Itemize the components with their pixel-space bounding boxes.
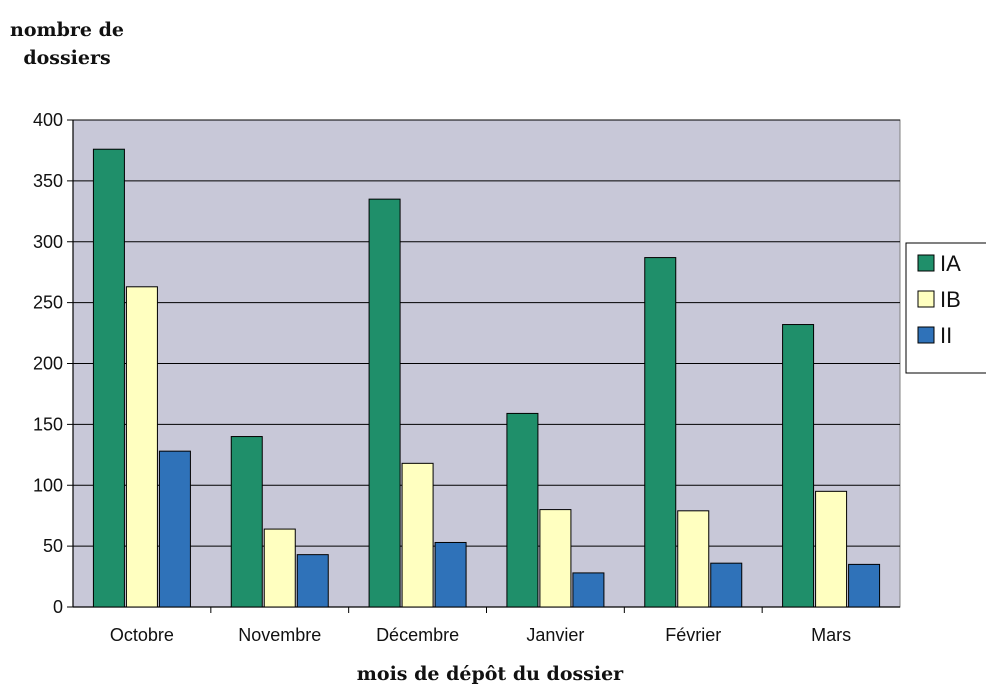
bar-ib-février	[677, 510, 710, 608]
y-tick-label: 200	[33, 354, 63, 374]
bar-ib-novembre	[263, 528, 296, 608]
bar-ib-décembre	[401, 462, 434, 608]
y-tick-label: 0	[53, 597, 63, 617]
x-tick-label: Novembre	[238, 625, 321, 645]
bar-ii-mars	[848, 563, 881, 608]
y-axis-label-line-1: nombre de	[10, 19, 124, 41]
x-axis-label: mois de dépôt du dossier	[357, 663, 624, 685]
x-tick-label: Octobre	[110, 625, 174, 645]
plot-area: 0 50 100 150 200 250 300 350 400 Octobre Novembre D…	[33, 110, 901, 645]
x-tick-label: Mars	[811, 625, 851, 645]
bar-ia-octobre	[92, 148, 125, 608]
legend: IA IB II	[905, 242, 986, 374]
bar-ii-novembre	[296, 554, 329, 608]
x-tick-label: Décembre	[376, 625, 459, 645]
y-tick-label: 150	[33, 414, 63, 434]
bar-ib-janvier	[539, 509, 572, 608]
bar-ia-mars	[782, 324, 815, 608]
legend-label-ia: IA	[940, 251, 961, 276]
legend-swatch-ia	[917, 254, 935, 272]
bar-ii-février	[710, 562, 743, 608]
legend-swatch-ib	[917, 290, 935, 308]
bar-ia-janvier	[506, 412, 539, 608]
legend-label-ii: II	[940, 323, 952, 348]
bar-ia-novembre	[230, 436, 263, 608]
bar-ib-octobre	[125, 286, 158, 608]
y-tick-label: 50	[43, 536, 63, 556]
y-tick-label: 300	[33, 232, 63, 252]
x-tick-label: Janvier	[526, 625, 584, 645]
y-tick-label: 400	[33, 110, 63, 130]
y-tick-label: 100	[33, 475, 63, 495]
x-tick-label: Février	[665, 625, 721, 645]
bar-ii-janvier	[572, 572, 605, 608]
legend-label-ib: IB	[940, 287, 961, 312]
legend-swatch-ii	[917, 326, 935, 344]
bar-ib-mars	[815, 490, 848, 608]
bar-ia-février	[644, 257, 677, 608]
bar-ia-décembre	[368, 198, 401, 608]
y-tick-label: 250	[33, 293, 63, 313]
bar-ii-décembre	[434, 541, 467, 608]
bar-ii-octobre	[158, 450, 191, 608]
y-tick-label: 350	[33, 171, 63, 191]
y-axis-label-line-2: dossiers	[23, 47, 110, 69]
